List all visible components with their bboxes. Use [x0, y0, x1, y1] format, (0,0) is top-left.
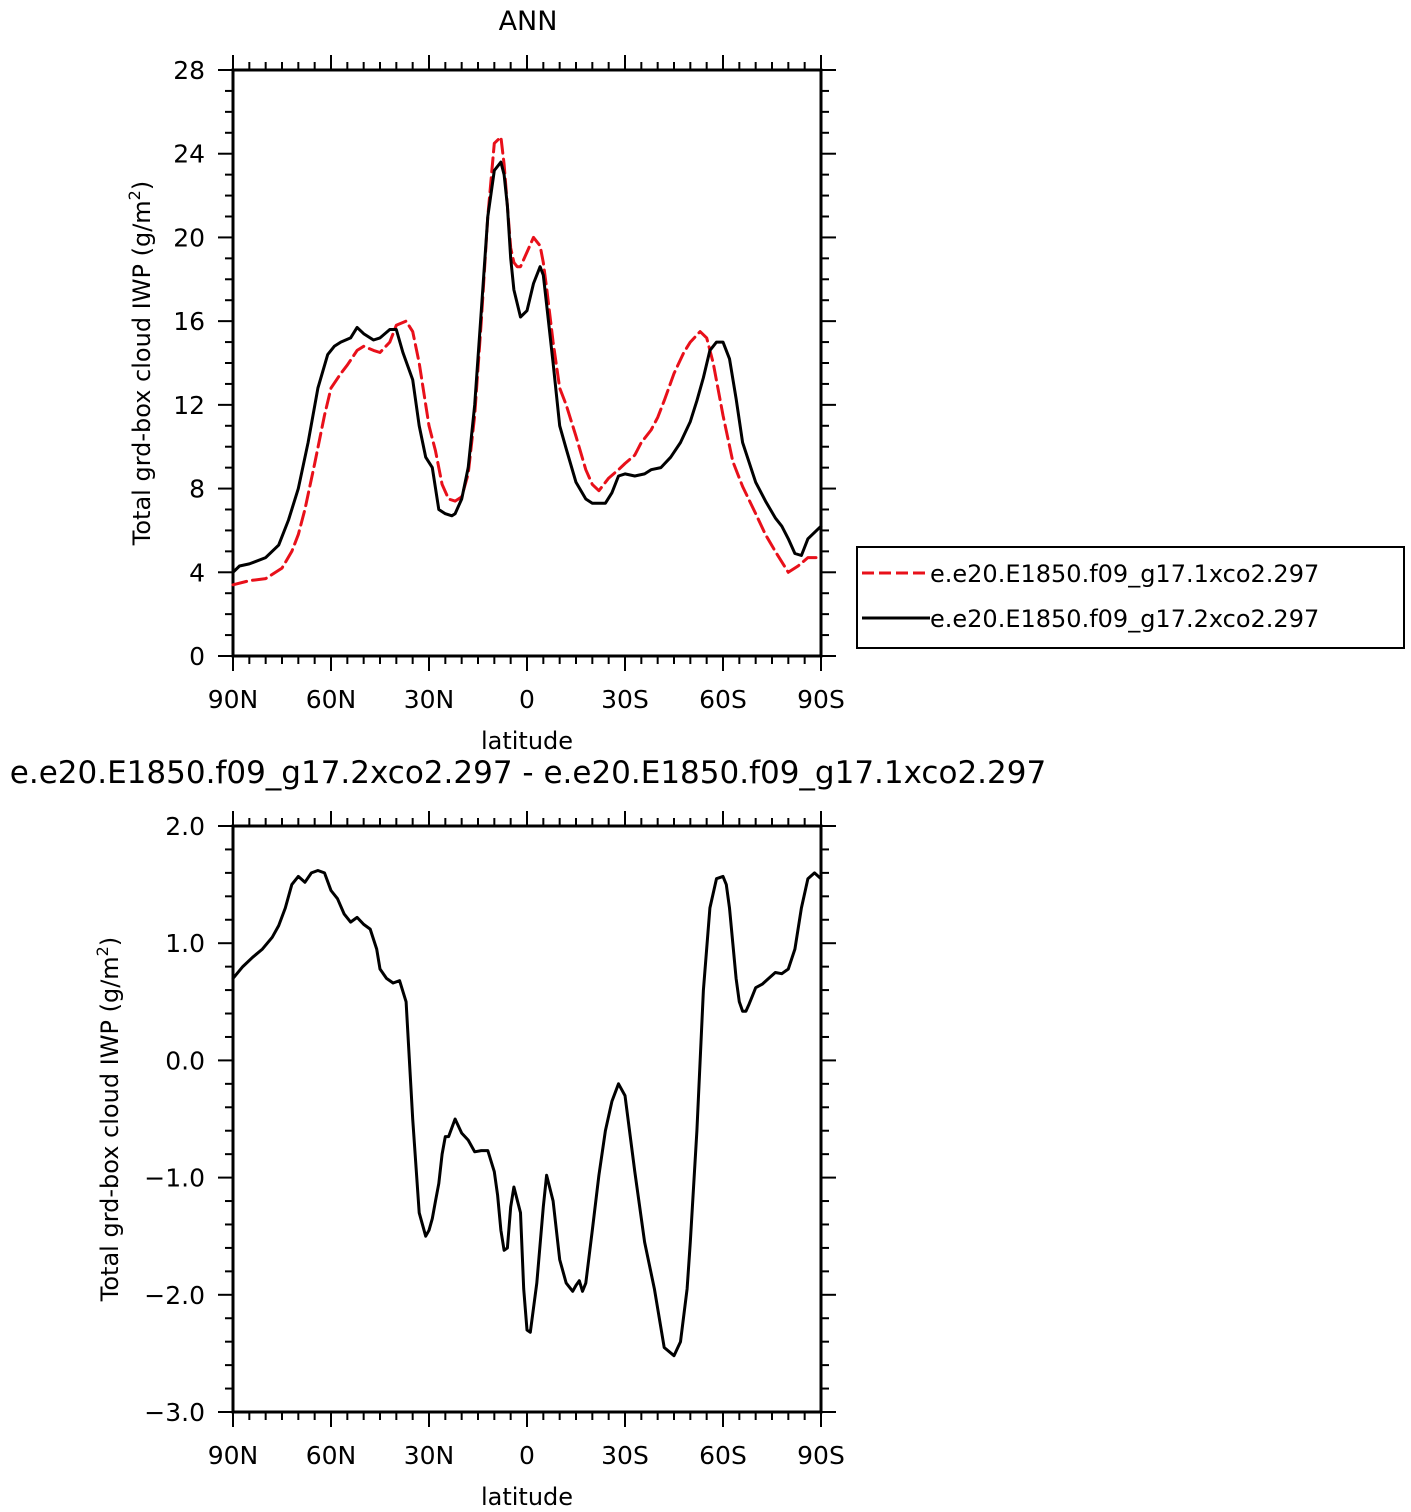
x-tick-label: 60S [699, 1441, 747, 1470]
x-tick-label: 90N [208, 1441, 259, 1470]
bottom-y-axis-label-main: Total grd-box cloud IWP (g/m [96, 956, 124, 1302]
x-tick-label: 60N [306, 685, 357, 714]
x-tick-label: 60S [699, 685, 747, 714]
legend-label-2xco2: e.e20.E1850.f09_g17.2xco2.297 [930, 605, 1319, 633]
bottom-chart: e.e20.E1850.f09_g17.2xco2.297 - e.e20.E1… [10, 755, 1046, 1511]
top-chart-title: ANN [499, 6, 558, 37]
top-y-axis-label: Total grd-box cloud IWP (g/m2) [125, 181, 156, 546]
y-tick-label: 8 [189, 475, 205, 504]
top-series [231, 135, 823, 587]
y-tick-label: 24 [173, 140, 205, 169]
legend-box [856, 546, 1405, 649]
y-tick-label: −1.0 [144, 1164, 205, 1193]
y-tick-label: 1.0 [165, 929, 205, 958]
top-plot-frame [231, 68, 823, 658]
x-tick-label: 0 [519, 1441, 535, 1470]
x-tick-label: 90S [797, 685, 845, 714]
series-line-0 [231, 869, 823, 1358]
y-tick-label: 2.0 [165, 812, 205, 841]
bottom-chart-title: e.e20.E1850.f09_g17.2xco2.297 - e.e20.E1… [10, 755, 1046, 791]
x-tick-label: 30S [601, 1441, 649, 1470]
bottom-y-axis-label-end: ) [96, 937, 124, 946]
top-y-axis-label-end: ) [128, 181, 156, 190]
x-tick-label: 90N [208, 685, 259, 714]
y-tick-label: 12 [173, 391, 205, 420]
x-tick-label: 0 [519, 685, 535, 714]
y-tick-label: 28 [173, 56, 205, 85]
bottom-y-axis-label-sup: 2 [93, 946, 112, 956]
x-tick-label: 60N [306, 1441, 357, 1470]
bottom-x-ticks: 90N 60N 30N 0 30S 60S 90S [208, 811, 845, 1470]
top-y-ticks: 0 4 8 12 16 20 24 28 [173, 56, 836, 671]
top-y-axis-label-main: Total grd-box cloud IWP (g/m [128, 200, 156, 546]
x-tick-label: 30S [601, 685, 649, 714]
top-y-axis-label-sup: 2 [125, 190, 144, 200]
y-tick-label: 4 [189, 558, 205, 587]
top-chart: ANN 90N 60N 30N 0 30S 60S 90S 0 4 8 12 16 20 24 28 la… [125, 6, 1405, 755]
series-line-1 [231, 160, 823, 574]
top-x-axis-label: latitude [481, 727, 573, 755]
top-x-ticks: 90N 60N 30N 0 30S 60S 90S [208, 55, 845, 714]
bottom-series [231, 869, 823, 1358]
bottom-y-axis-label: Total grd-box cloud IWP (g/m2) [93, 937, 124, 1302]
y-tick-label: −2.0 [144, 1281, 205, 1310]
x-tick-label: 30N [404, 1441, 455, 1470]
series-line-0 [231, 135, 823, 587]
x-tick-label: 90S [797, 1441, 845, 1470]
bottom-y-ticks: −3.0 −2.0 −1.0 0.0 1.0 2.0 [144, 812, 836, 1427]
y-tick-label: 20 [173, 223, 205, 252]
legend: e.e20.E1850.f09_g17.1xco2.297 e.e20.E185… [856, 546, 1405, 649]
y-tick-label: −3.0 [144, 1398, 205, 1427]
y-tick-label: 16 [173, 307, 205, 336]
bottom-x-axis-label: latitude [481, 1483, 573, 1511]
x-tick-label: 30N [404, 685, 455, 714]
legend-label-1xco2: e.e20.E1850.f09_g17.1xco2.297 [930, 560, 1319, 588]
y-tick-label: 0 [189, 642, 205, 671]
y-tick-label: 0.0 [165, 1046, 205, 1075]
